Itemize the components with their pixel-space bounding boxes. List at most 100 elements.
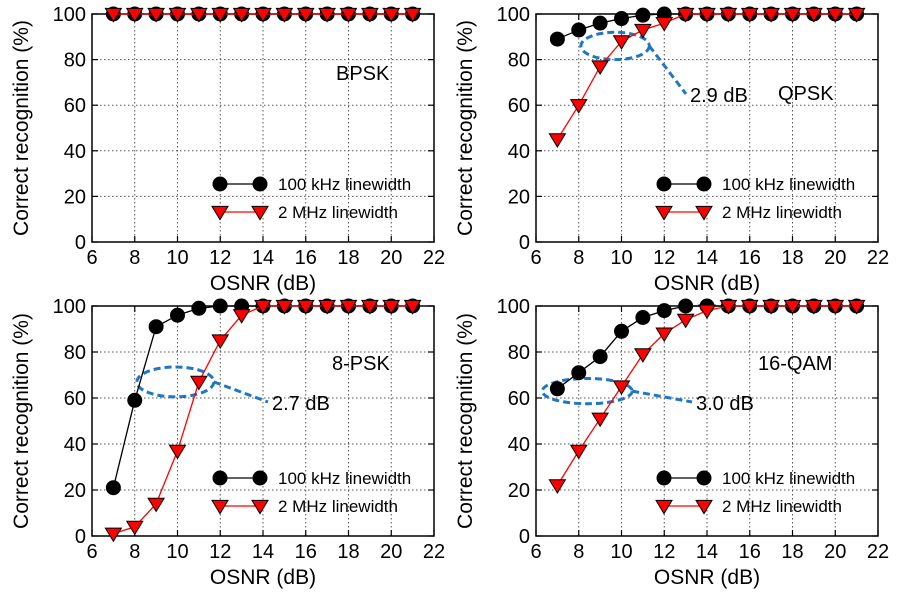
x-axis-label: OSNR (dB)	[210, 272, 316, 295]
data-point-triangle	[804, 7, 823, 23]
x-tick-label: 22	[423, 247, 445, 269]
legend-label: 2 MHz linewidth	[722, 497, 842, 516]
x-axis-label: OSNR (dB)	[654, 272, 760, 295]
data-point-triangle	[633, 23, 652, 39]
data-point-triangle	[296, 299, 315, 315]
data-point-triangle	[211, 334, 230, 350]
data-point-triangle	[804, 299, 823, 315]
data-point-triangle	[762, 7, 781, 23]
y-tick-label: 0	[75, 232, 86, 254]
x-tick-label: 8	[573, 247, 584, 269]
x-tick-label: 18	[337, 247, 359, 269]
annotation-leader	[213, 380, 269, 404]
y-axis-label: Correct recognition (%)	[454, 20, 477, 236]
data-point-triangle	[719, 7, 738, 23]
data-point-circle	[212, 298, 228, 314]
x-tick-label: 22	[867, 541, 889, 563]
data-point-triangle	[360, 299, 379, 315]
x-tick-label: 18	[781, 541, 803, 563]
x-tick-label: 12	[653, 247, 675, 269]
modulation-label: 16-QAM	[758, 353, 832, 375]
data-point-triangle	[762, 299, 781, 315]
data-point-triangle	[719, 299, 738, 315]
y-tick-label: 100	[53, 296, 86, 318]
legend-marker-circle	[212, 470, 228, 486]
data-point-triangle	[826, 7, 845, 23]
x-tick-label: 14	[252, 247, 274, 269]
annotation-label: 2.9 dB	[690, 85, 748, 107]
legend-marker-circle	[696, 470, 712, 486]
x-tick-label: 22	[423, 541, 445, 563]
y-tick-label: 100	[53, 4, 86, 26]
legend-marker-circle	[656, 176, 672, 192]
data-point-triangle	[740, 299, 759, 315]
data-point-triangle	[254, 299, 272, 315]
y-tick-label: 20	[508, 480, 530, 502]
data-point-circle	[191, 300, 207, 316]
y-tick-label: 0	[75, 526, 86, 548]
legend-marker-triangle	[211, 499, 229, 515]
y-tick-label: 100	[497, 4, 530, 26]
x-tick-label: 20	[380, 541, 402, 563]
y-tick-label: 80	[64, 342, 86, 364]
data-point-triangle	[569, 99, 588, 114]
y-axis-label: Correct recognition (%)	[454, 313, 477, 529]
data-point-triangle	[548, 479, 567, 494]
x-tick-label: 10	[166, 541, 188, 563]
data-point-triangle	[826, 299, 845, 315]
annotation-leader	[631, 389, 693, 404]
data-point-triangle	[569, 444, 588, 460]
data-point-triangle	[382, 299, 401, 315]
chart-panel-1: 6 8 10 12 14 16 18 20 22 0 20 40 60 80 100 OSNR (dB) Cor…	[10, 4, 445, 295]
y-tick-label: 0	[519, 232, 530, 254]
x-tick-label: 12	[653, 541, 675, 563]
x-tick-label: 18	[781, 247, 803, 269]
legend-marker-circle	[696, 176, 712, 192]
data-point-triangle	[676, 313, 695, 329]
data-point-circle	[678, 298, 694, 314]
data-point-triangle	[147, 7, 166, 23]
x-tick-label: 6	[530, 541, 541, 563]
data-point-triangle	[676, 7, 695, 23]
data-point-triangle	[847, 299, 866, 315]
data-point-triangle	[591, 60, 610, 76]
legend-label: 2 MHz linewidth	[278, 203, 398, 222]
data-point-triangle	[211, 7, 230, 23]
data-point-triangle	[125, 7, 144, 23]
data-point-triangle	[633, 348, 652, 363]
data-point-triangle	[339, 299, 358, 315]
data-point-triangle	[296, 7, 315, 23]
data-point-triangle	[698, 7, 716, 23]
data-point-triangle	[847, 7, 866, 23]
y-tick-label: 60	[508, 388, 530, 410]
data-point-triangle	[740, 7, 759, 23]
data-point-triangle	[612, 380, 631, 396]
data-point-triangle	[125, 520, 144, 536]
data-point-circle	[571, 22, 587, 38]
legend-marker-triangle	[251, 499, 269, 515]
x-tick-label: 16	[295, 247, 317, 269]
y-tick-label: 20	[64, 186, 86, 208]
modulation-label: BPSK	[336, 63, 390, 85]
chart-panel-4: 6 8 10 12 14 16 18 20 22 0 20 40 60 80 100 OSNR (dB) Cor…	[454, 296, 889, 589]
x-tick-label: 14	[252, 541, 274, 563]
legend-marker-triangle	[655, 499, 673, 515]
x-tick-label: 18	[337, 541, 359, 563]
data-point-triangle	[548, 133, 567, 148]
data-point-triangle	[403, 7, 422, 23]
data-point-circle	[571, 365, 587, 381]
chart-panel-2: 6 8 10 12 14 16 18 20 22 0 20 40 60 80 100 OSNR (dB) Cor…	[454, 4, 889, 295]
data-point-triangle	[591, 412, 610, 428]
legend-marker-triangle	[695, 205, 713, 221]
y-tick-label: 60	[64, 95, 86, 117]
chart-panel-3: 6 8 10 12 14 16 18 20 22 0 20 40 60 80 100 OSNR (dB) Cor…	[10, 296, 445, 589]
x-tick-label: 10	[610, 541, 632, 563]
y-tick-label: 20	[508, 186, 530, 208]
data-point-triangle	[698, 304, 716, 320]
data-point-circle	[592, 15, 608, 31]
y-tick-label: 40	[64, 141, 86, 163]
x-tick-label: 8	[129, 541, 140, 563]
x-tick-label: 8	[129, 247, 140, 269]
legend-label: 100 kHz linewidth	[722, 469, 855, 488]
